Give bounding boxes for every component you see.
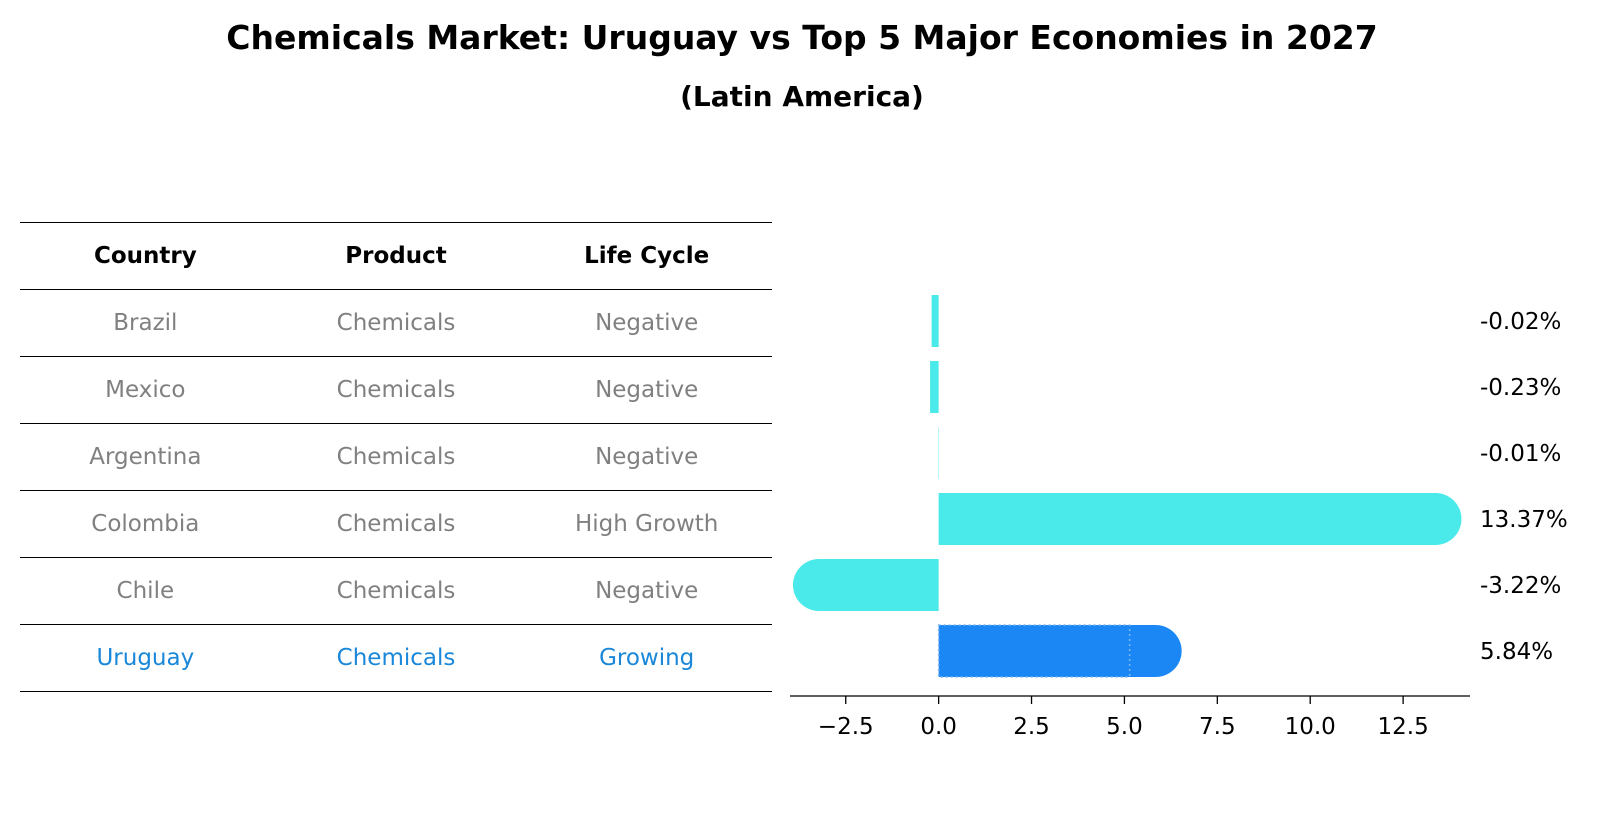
value-label: -0.02% [1480, 309, 1561, 335]
data-table: Country Product Life Cycle Brazil Chemic… [20, 222, 772, 692]
cell-product: Chemicals [336, 377, 456, 403]
value-label: -0.01% [1480, 441, 1561, 467]
cell-country: Uruguay [96, 645, 195, 671]
bar-highlight-outline [937, 624, 1131, 678]
table-row: Argentina Chemicals Negative [20, 423, 772, 490]
cell-country: Brazil [113, 310, 178, 336]
cell-country: Argentina [89, 444, 202, 470]
table-row: Chile Chemicals Negative [20, 557, 772, 624]
x-tick-label: 7.5 [1199, 714, 1236, 740]
cell-country: Mexico [105, 377, 186, 403]
cell-life-cycle: Negative [595, 310, 699, 336]
x-tick-label: 12.5 [1378, 714, 1429, 740]
x-tick-label: 0.0 [920, 714, 957, 740]
header-country: Country [93, 243, 197, 269]
cell-product: Chemicals [336, 645, 456, 671]
table-row-highlight: Uruguay Chemicals Growing [20, 624, 772, 692]
bar [930, 361, 939, 413]
bar-highlight [938, 625, 1182, 677]
value-label: -0.23% [1480, 375, 1561, 401]
table-row: Brazil Chemicals Negative [20, 289, 772, 356]
table-row: Colombia Chemicals High Growth [20, 490, 772, 557]
cell-life-cycle: High Growth [574, 511, 719, 537]
cell-life-cycle: Negative [595, 444, 699, 470]
value-label: 5.84% [1480, 639, 1553, 665]
cell-life-cycle: Negative [595, 377, 699, 403]
value-label: 13.37% [1480, 507, 1568, 533]
cell-country: Colombia [91, 511, 200, 537]
x-tick-label: 2.5 [1013, 714, 1050, 740]
cell-product: Chemicals [336, 511, 456, 537]
cell-product: Chemicals [336, 310, 456, 336]
x-tick-label: 5.0 [1106, 714, 1143, 740]
cell-product: Chemicals [336, 578, 456, 604]
table-header-row: Country Product Life Cycle [20, 222, 772, 289]
x-tick-label: −2.5 [818, 714, 874, 740]
bar [938, 493, 1462, 545]
cell-life-cycle: Negative [595, 578, 699, 604]
chart-title: Chemicals Market: Uruguay vs Top 5 Major… [226, 18, 1378, 57]
bar [931, 295, 939, 347]
cell-life-cycle: Growing [599, 645, 695, 671]
cell-country: Chile [116, 578, 175, 604]
cell-product: Chemicals [336, 444, 456, 470]
x-tick-label: 10.0 [1285, 714, 1336, 740]
chart-subtitle: (Latin America) [680, 80, 924, 113]
table-row: Mexico Chemicals Negative [20, 356, 772, 423]
value-label: -3.22% [1480, 573, 1561, 599]
header-life-cycle: Life Cycle [584, 243, 710, 269]
header-product: Product [345, 243, 447, 269]
bar [792, 559, 939, 611]
